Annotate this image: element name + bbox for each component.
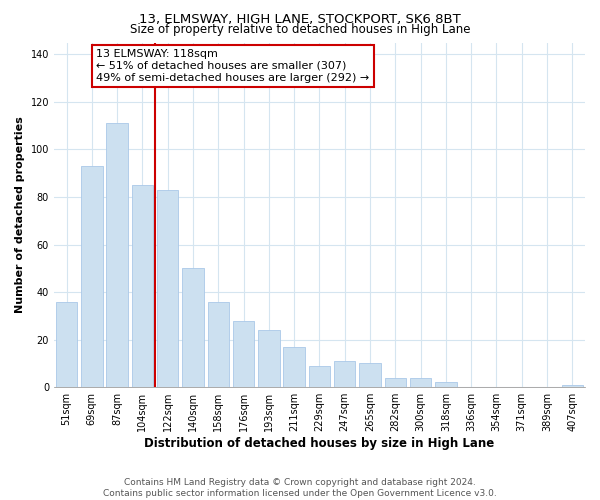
- Bar: [562, 385, 583, 387]
- Bar: [81, 166, 103, 387]
- Bar: [309, 366, 330, 387]
- Bar: [233, 320, 254, 387]
- Y-axis label: Number of detached properties: Number of detached properties: [15, 116, 25, 313]
- Text: Size of property relative to detached houses in High Lane: Size of property relative to detached ho…: [130, 22, 470, 36]
- Bar: [157, 190, 178, 387]
- X-axis label: Distribution of detached houses by size in High Lane: Distribution of detached houses by size …: [145, 437, 494, 450]
- Bar: [435, 382, 457, 387]
- Bar: [182, 268, 204, 387]
- Bar: [283, 347, 305, 387]
- Bar: [258, 330, 280, 387]
- Bar: [334, 361, 355, 387]
- Bar: [208, 302, 229, 387]
- Bar: [131, 185, 153, 387]
- Bar: [56, 302, 77, 387]
- Bar: [359, 364, 381, 387]
- Bar: [385, 378, 406, 387]
- Text: 13, ELMSWAY, HIGH LANE, STOCKPORT, SK6 8BT: 13, ELMSWAY, HIGH LANE, STOCKPORT, SK6 8…: [139, 12, 461, 26]
- Bar: [410, 378, 431, 387]
- Bar: [106, 124, 128, 387]
- Text: Contains HM Land Registry data © Crown copyright and database right 2024.
Contai: Contains HM Land Registry data © Crown c…: [103, 478, 497, 498]
- Text: 13 ELMSWAY: 118sqm
← 51% of detached houses are smaller (307)
49% of semi-detach: 13 ELMSWAY: 118sqm ← 51% of detached hou…: [97, 50, 370, 82]
